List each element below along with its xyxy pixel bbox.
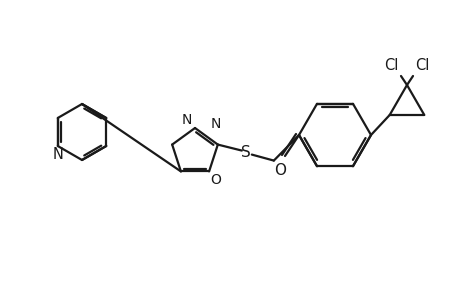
- Text: Cl: Cl: [414, 58, 428, 73]
- Text: S: S: [241, 145, 250, 160]
- Text: Cl: Cl: [384, 58, 398, 73]
- Text: N: N: [52, 147, 63, 162]
- Text: O: O: [274, 163, 285, 178]
- Text: N: N: [181, 113, 191, 127]
- Text: N: N: [210, 117, 220, 131]
- Text: O: O: [210, 173, 220, 188]
